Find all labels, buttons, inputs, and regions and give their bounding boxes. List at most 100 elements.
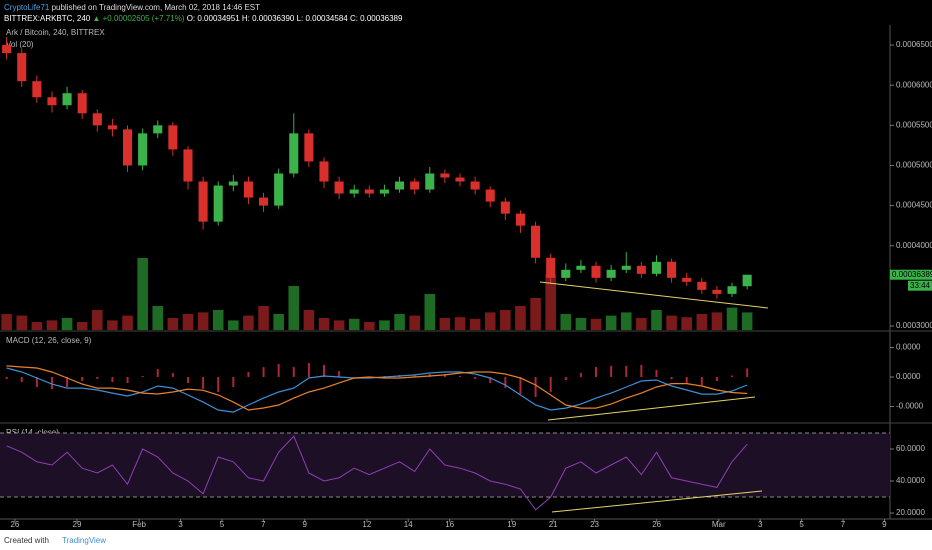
- candle-body: [334, 181, 344, 194]
- volume-bar: [454, 317, 466, 330]
- candle-body: [470, 181, 480, 190]
- volume-bar: [651, 310, 662, 330]
- author-link[interactable]: CryptoLife71: [4, 3, 50, 12]
- trendline: [551, 490, 763, 513]
- x-tick-label: Feb: [132, 520, 146, 529]
- candle-body: [259, 197, 269, 206]
- x-tick-label: 23: [590, 520, 599, 529]
- volume-bar: [545, 274, 556, 330]
- x-tick-label: 14: [404, 520, 413, 529]
- volume-bar: [394, 314, 405, 330]
- volume-bar: [726, 307, 738, 330]
- histogram-bar: [232, 377, 235, 388]
- histogram-bar: [171, 373, 174, 377]
- candle-body: [379, 189, 389, 194]
- histogram-bar: [700, 377, 703, 386]
- brand-link[interactable]: TradingView: [62, 536, 107, 545]
- x-tick-label: 7: [841, 520, 846, 529]
- histogram-bar: [307, 362, 310, 377]
- histogram-bar: [746, 368, 749, 377]
- histogram-bar: [459, 375, 462, 377]
- candle-body: [561, 269, 571, 278]
- y-tick-label: 0.0000: [896, 372, 921, 381]
- volume-bar: [182, 314, 194, 330]
- x-tick-label: 19: [507, 520, 516, 529]
- x-tick-label: 3: [758, 520, 763, 529]
- created-with: Created with: [4, 536, 49, 545]
- histogram-bar: [534, 377, 537, 398]
- x-tick-label: 5: [220, 520, 225, 529]
- histogram-bar: [564, 377, 567, 381]
- x-tick-label: Mar: [712, 520, 726, 529]
- histogram-bar: [126, 377, 129, 384]
- candle-body: [198, 181, 208, 222]
- candle-body: [576, 265, 586, 270]
- candle-body: [183, 149, 193, 182]
- candle-body: [47, 97, 57, 106]
- candle-body: [651, 261, 662, 274]
- histogram-bar: [474, 377, 477, 380]
- y-tick-label: 60.0000: [896, 444, 925, 453]
- candle-body: [667, 261, 677, 278]
- histogram-bar: [443, 374, 446, 377]
- volume-bar: [212, 310, 224, 330]
- histogram-bar: [489, 377, 492, 384]
- histogram-bar: [50, 377, 53, 390]
- volume-bar: [137, 258, 148, 330]
- y-tick-label: 40.0000: [896, 476, 925, 485]
- volume-bar: [620, 312, 632, 330]
- histogram-bar: [5, 377, 8, 380]
- histogram-bar: [579, 373, 582, 377]
- histogram-bar: [715, 377, 718, 382]
- histogram-bar: [413, 374, 416, 377]
- histogram-bar: [655, 369, 658, 377]
- candle-body: [274, 173, 284, 206]
- candle-body: [440, 173, 450, 178]
- candle-body: [500, 201, 510, 214]
- histogram-bar: [670, 377, 673, 380]
- candle-body: [636, 265, 646, 274]
- volume-bar: [167, 318, 179, 330]
- candle-body: [364, 189, 374, 194]
- histogram-bar: [292, 366, 295, 377]
- change: ▲ +0.00002605 (+7.71%): [92, 14, 185, 23]
- x-tick-label: 5: [799, 520, 804, 529]
- volume-bar: [152, 306, 164, 330]
- candle-body: [697, 281, 707, 290]
- x-tick-label: 26: [10, 520, 19, 529]
- candle-body: [213, 185, 223, 222]
- volume-bar: [228, 320, 239, 330]
- x-tick-label: 21: [549, 520, 558, 529]
- published: published on TradingView.com, March 02, …: [49, 3, 261, 12]
- publish-line: CryptoLife71 published on TradingView.co…: [4, 3, 260, 12]
- histogram-bar: [338, 371, 341, 377]
- candle-body: [515, 213, 525, 226]
- x-tick-label: 16: [445, 520, 454, 529]
- histogram-bar: [549, 377, 552, 393]
- countdown: 33:44: [910, 281, 931, 290]
- x-tick-label: 29: [73, 520, 82, 529]
- pane-title: MACD (12, 26, close, 9): [6, 336, 92, 345]
- volume-bar: [605, 315, 617, 330]
- trendline: [547, 396, 756, 421]
- x-tick-label: 9: [303, 520, 308, 529]
- x-tick-label: 9: [882, 520, 887, 529]
- histogram-bar: [640, 364, 643, 377]
- histogram-bar: [731, 375, 734, 377]
- histogram-bar: [504, 377, 507, 388]
- candle-body: [17, 53, 27, 82]
- last-price-label: 0.00036389: [892, 270, 932, 279]
- volume-bar: [197, 312, 209, 330]
- volume-bar: [666, 315, 677, 330]
- pane-title: RSI (14, close): [6, 428, 59, 437]
- histogram-bar: [519, 377, 522, 394]
- volume-bar: [439, 318, 451, 330]
- candle-body: [395, 181, 405, 190]
- volume-bar: [379, 320, 390, 330]
